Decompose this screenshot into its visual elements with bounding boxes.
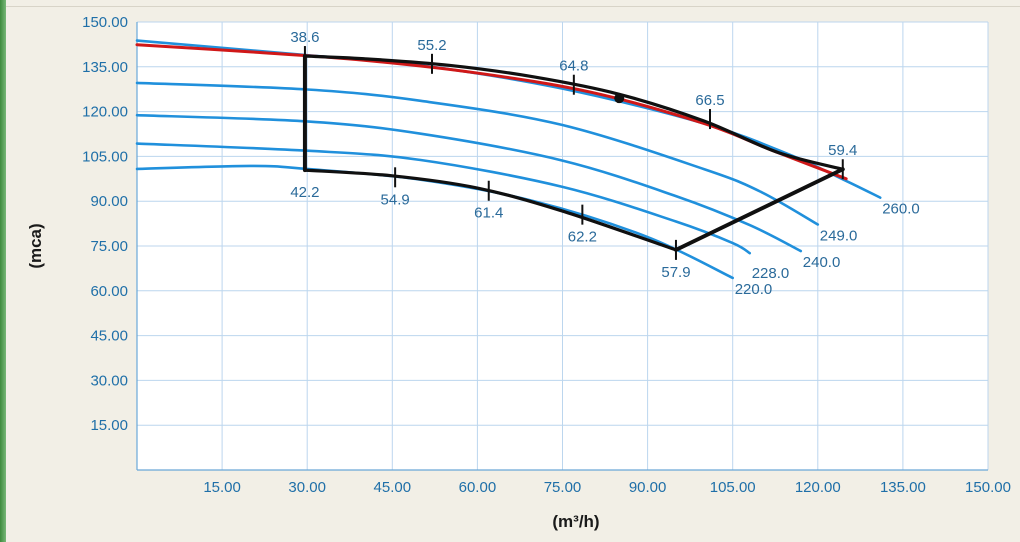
series-line-3 <box>135 142 752 255</box>
series-line-7 <box>303 168 678 252</box>
annotation-label: 260.0 <box>882 201 920 218</box>
y-tick-label: 150.00 <box>82 14 128 31</box>
y-tick-label: 135.00 <box>82 59 128 76</box>
x-tick-label: 15.00 <box>203 479 241 496</box>
x-tick-label: 120.00 <box>795 479 841 496</box>
y-axis-ticks: 15.00 30.00 45.00 60.00 75.00 90.00 105.00 120.… <box>82 14 128 434</box>
annotation-label: 61.4 <box>474 205 503 222</box>
y-tick-label: 45.00 <box>90 328 128 345</box>
x-tick-label: 30.00 <box>288 479 326 496</box>
x-tick-label: 75.00 <box>544 479 582 496</box>
annotation-label: 38.6 <box>290 29 319 46</box>
annotation-label: 57.9 <box>661 264 690 281</box>
annotation-label: 249.0 <box>820 227 858 244</box>
annotation-label: 62.2 <box>568 229 597 246</box>
series-line-1 <box>135 81 820 226</box>
annotation-label: 220.0 <box>735 281 773 298</box>
annotation-label: 55.2 <box>417 37 446 54</box>
x-tick-label: 45.00 <box>374 479 412 496</box>
y-tick-label: 60.00 <box>90 283 128 300</box>
annotations: 38.6 55.2 64.8 66.5 59.4 42.2 54.9 61.4 62.2 57.9… <box>290 29 919 298</box>
annotation-label: 240.0 <box>803 254 841 271</box>
y-tick-label: 30.00 <box>90 372 128 389</box>
annotation-label: 228.0 <box>752 265 790 282</box>
x-axis-ticks: 15.00 30.00 45.00 60.00 75.00 90.00 105.00 120.… <box>203 479 1011 496</box>
y-axis-title: (mca) <box>26 223 45 268</box>
x-tick-label: 105.00 <box>710 479 756 496</box>
y-tick-label: 90.00 <box>90 193 128 210</box>
operating-point-marker <box>614 93 625 104</box>
window-frame-top <box>6 0 1020 7</box>
x-tick-label: 60.00 <box>459 479 497 496</box>
series-line-9 <box>673 167 845 252</box>
point-tick-marks <box>303 46 844 260</box>
x-tick-label: 150.00 <box>965 479 1011 496</box>
series-line-6 <box>303 54 845 171</box>
annotation-label: 66.5 <box>695 92 724 109</box>
y-tick-label: 120.00 <box>82 104 128 121</box>
x-axis-title: (m³/h) <box>552 512 599 531</box>
grid <box>136 21 989 471</box>
annotation-label: 54.9 <box>381 191 410 208</box>
window-frame-left <box>0 0 6 542</box>
annotation-label: 59.4 <box>828 142 857 159</box>
annotation-label: 64.8 <box>559 58 588 75</box>
x-tick-label: 135.00 <box>880 479 926 496</box>
y-tick-label: 75.00 <box>90 238 128 255</box>
y-tick-label: 15.00 <box>90 417 128 434</box>
x-tick-label: 90.00 <box>629 479 667 496</box>
annotation-label: 42.2 <box>290 184 319 201</box>
y-tick-label: 105.00 <box>82 148 128 165</box>
